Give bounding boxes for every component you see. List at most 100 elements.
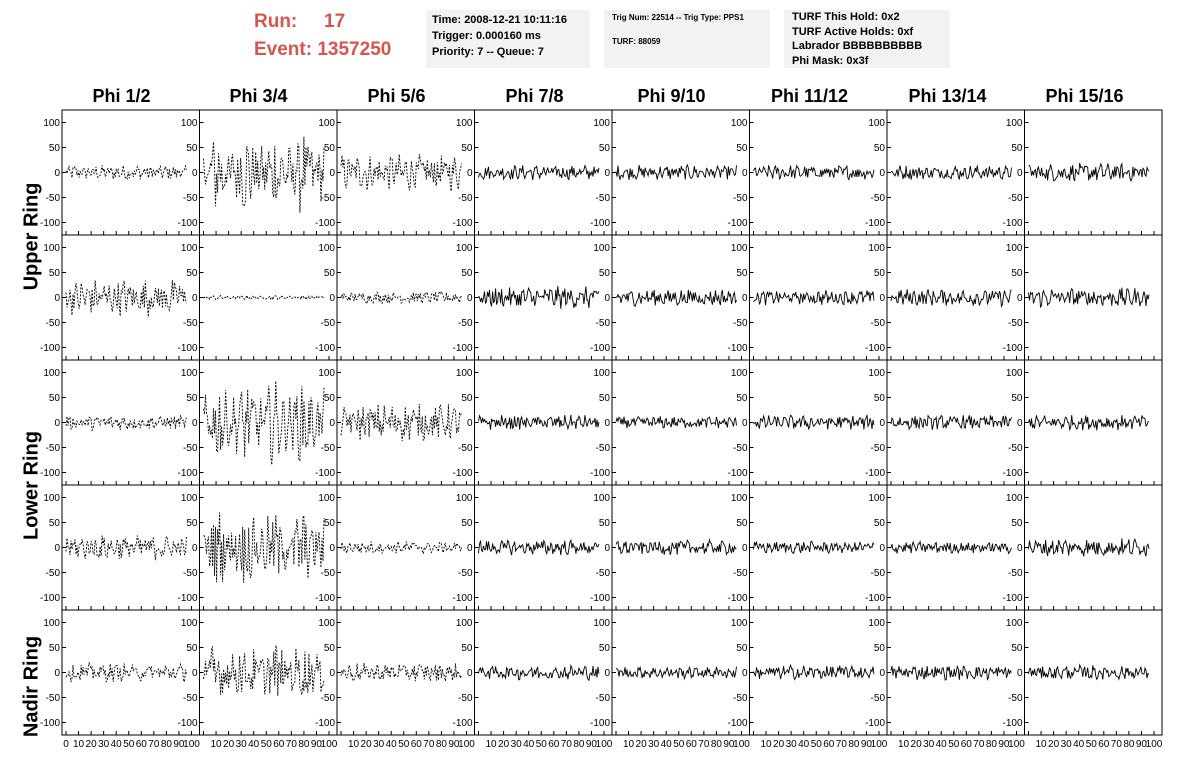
y-tick-label: -50 bbox=[321, 318, 336, 329]
x-tick-label: 40 bbox=[798, 739, 810, 750]
y-tick-label: 50 bbox=[874, 518, 886, 529]
y-tick-label: -100 bbox=[452, 468, 472, 479]
y-tick-label: 0 bbox=[742, 668, 748, 679]
y-tick-label: 50 bbox=[599, 643, 611, 654]
x-tick-label: 50 bbox=[123, 739, 135, 750]
y-tick-label: 0 bbox=[604, 418, 610, 429]
y-tick-label: 100 bbox=[181, 118, 198, 129]
y-tick-label: 100 bbox=[456, 618, 473, 629]
col-header-phi-1-2: Phi 1/2 bbox=[92, 86, 151, 106]
x-tick-label: 10 bbox=[760, 739, 772, 750]
y-tick-label: -100 bbox=[865, 218, 885, 229]
col-header-phi-5-6: Phi 5/6 bbox=[367, 86, 426, 106]
y-tick-label: -100 bbox=[452, 218, 472, 229]
x-tick-label: 50 bbox=[261, 739, 273, 750]
y-tick-label: -100 bbox=[452, 718, 472, 729]
y-tick-label: 100 bbox=[1006, 118, 1023, 129]
x-tick-label: 20 bbox=[86, 739, 98, 750]
waveform-trace bbox=[615, 163, 737, 181]
x-tick-label: 100 bbox=[733, 739, 750, 750]
x-tick-label: 40 bbox=[936, 739, 948, 750]
y-tick-label: -50 bbox=[183, 568, 198, 579]
y-tick-label: 0 bbox=[879, 668, 885, 679]
x-tick-label: 100 bbox=[596, 739, 613, 750]
y-tick-label: -50 bbox=[46, 318, 61, 329]
y-tick-label: 100 bbox=[181, 618, 198, 629]
x-tick-label: 70 bbox=[561, 739, 573, 750]
y-tick-label: -100 bbox=[727, 593, 747, 604]
y-tick-label: -50 bbox=[871, 193, 886, 204]
y-tick-label: 0 bbox=[192, 543, 198, 554]
y-tick-label: 0 bbox=[604, 293, 610, 304]
y-tick-label: 0 bbox=[467, 168, 473, 179]
trig-num-text: Trig Num: 22514 -- Trig Type: PPS1 bbox=[612, 13, 744, 22]
waveform-trace bbox=[615, 289, 737, 308]
x-tick-label: 80 bbox=[986, 739, 998, 750]
x-tick-label: 70 bbox=[1111, 739, 1123, 750]
y-tick-label: 0 bbox=[742, 418, 748, 429]
waveform-trace bbox=[753, 663, 875, 681]
x-tick-label: 40 bbox=[1073, 739, 1085, 750]
y-tick-label: 0 bbox=[54, 418, 60, 429]
waveform-trace bbox=[478, 286, 600, 309]
col-header-phi-13-14: Phi 13/14 bbox=[908, 86, 987, 106]
y-tick-label: 100 bbox=[593, 493, 610, 504]
y-tick-label: 0 bbox=[54, 168, 60, 179]
x-tick-label: 100 bbox=[183, 739, 200, 750]
y-tick-label: -100 bbox=[865, 718, 885, 729]
trigger-info-box: Time: 2008-12-21 10:11:16 Trigger: 0.000… bbox=[426, 10, 590, 68]
waveform-trace bbox=[890, 414, 1012, 431]
x-tick-label: 50 bbox=[673, 739, 685, 750]
waveform-trace bbox=[65, 415, 187, 433]
y-tick-label: 50 bbox=[736, 268, 748, 279]
waveform-trace bbox=[340, 154, 462, 192]
y-tick-label: -100 bbox=[865, 468, 885, 479]
y-tick-label: -50 bbox=[733, 193, 748, 204]
y-tick-label: 0 bbox=[192, 418, 198, 429]
waveform-trace bbox=[753, 290, 875, 306]
y-tick-label: 50 bbox=[599, 393, 611, 404]
phi-mask-text: Phi Mask: 0x3f bbox=[792, 54, 869, 67]
priority-text: Priority: 7 -- Queue: 7 bbox=[432, 46, 544, 58]
y-tick-label: 0 bbox=[879, 543, 885, 554]
x-tick-label: 100 bbox=[458, 739, 475, 750]
x-tick-label: 90 bbox=[723, 739, 735, 750]
active-holds-text: TURF Active Holds: 0xf bbox=[792, 25, 914, 38]
waveform-trace bbox=[753, 164, 875, 181]
y-tick-label: 0 bbox=[54, 543, 60, 554]
waveform-trace bbox=[65, 280, 187, 317]
y-tick-label: -100 bbox=[177, 593, 197, 604]
y-tick-label: -100 bbox=[177, 718, 197, 729]
waveform-trace bbox=[340, 290, 462, 305]
panel-frame bbox=[61, 109, 200, 236]
x-tick-label: 90 bbox=[861, 739, 873, 750]
col-header-phi-3-4: Phi 3/4 bbox=[229, 86, 288, 106]
run-event-info: Run: 17 Event: 1357250 bbox=[254, 8, 391, 64]
y-tick-label: -50 bbox=[183, 193, 198, 204]
y-tick-label: 100 bbox=[181, 368, 198, 379]
y-tick-label: 0 bbox=[742, 168, 748, 179]
waveform-trace bbox=[65, 164, 187, 181]
holds-info-box: TURF This Hold: 0x2 TURF Active Holds: 0… bbox=[784, 10, 950, 68]
y-tick-label: 50 bbox=[49, 393, 61, 404]
y-tick-label: -50 bbox=[1008, 568, 1023, 579]
x-tick-label: 20 bbox=[636, 739, 648, 750]
y-tick-label: 50 bbox=[324, 518, 336, 529]
y-tick-label: -50 bbox=[458, 568, 473, 579]
this-hold-text: TURF This Hold: 0x2 bbox=[792, 11, 900, 23]
x-tick-label: 60 bbox=[411, 739, 423, 750]
y-tick-label: -100 bbox=[452, 343, 472, 354]
y-tick-label: -100 bbox=[1002, 718, 1022, 729]
y-tick-label: 100 bbox=[1006, 243, 1023, 254]
x-tick-label: 80 bbox=[711, 739, 723, 750]
y-tick-label: 100 bbox=[1006, 493, 1023, 504]
y-tick-label: -100 bbox=[727, 468, 747, 479]
y-tick-label: 0 bbox=[742, 543, 748, 554]
waveform-trace bbox=[203, 645, 325, 696]
y-tick-label: 0 bbox=[329, 293, 335, 304]
y-tick-label: 0 bbox=[604, 668, 610, 679]
y-tick-label: -50 bbox=[183, 443, 198, 454]
x-tick-label: 10 bbox=[485, 739, 497, 750]
y-tick-label: -100 bbox=[315, 468, 335, 479]
